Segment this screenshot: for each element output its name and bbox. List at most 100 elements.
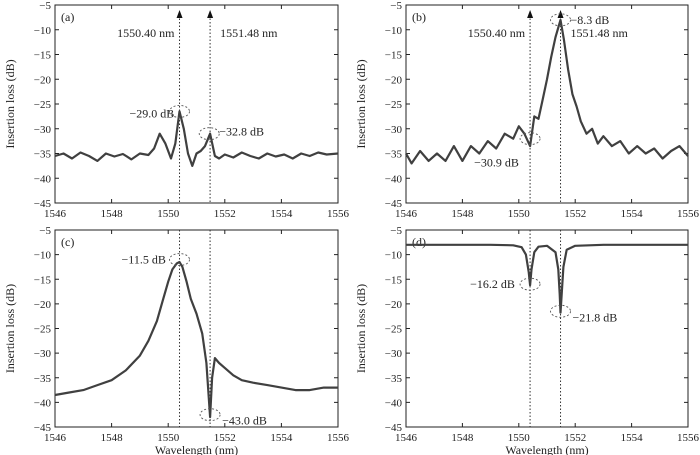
chart-panel-3: 1546 1548 1550 1552 1554 1556 −5 −10 −15 −20 −25 −3… — [3, 225, 350, 455]
chart-panel-2: 1546 1548 1550 1552 1554 1556 −5 −10 −15 −20 −25 −3… — [354, 0, 700, 220]
annotation-label: −21.8 dB — [573, 310, 618, 324]
series-line-1 — [54, 260, 338, 419]
annotation-ellipse — [519, 132, 541, 146]
x-axis-title: Wavelength (nm) — [155, 443, 238, 455]
annotation-ellipse — [169, 253, 190, 266]
x-tick-label: 1546 — [395, 432, 418, 444]
x-tick-label: 1554 — [270, 432, 293, 444]
series-line-1 — [54, 110, 339, 167]
annotation-label: −32.8 dB — [219, 125, 264, 139]
y-tick-label: −20 — [34, 74, 52, 86]
x-tick-label: 1546 — [395, 208, 418, 220]
marker-arrow — [176, 10, 183, 18]
y-tick-label: −30 — [385, 124, 403, 136]
y-tick-label: −25 — [385, 324, 403, 336]
y-tick-label: −15 — [34, 274, 52, 286]
annotation-ellipse — [519, 277, 541, 291]
y-tick-label: −15 — [385, 50, 403, 62]
plot-frame — [54, 4, 339, 204]
plot-frame — [54, 229, 339, 428]
y-tick-label: −45 — [385, 198, 403, 210]
annotation-label: −43.0 dB — [222, 414, 267, 428]
plot-frame — [405, 4, 689, 204]
annotation-ellipse — [199, 408, 221, 422]
annotation-label: −16.2 dB — [470, 277, 515, 291]
x-tick-label: 1556 — [327, 432, 350, 444]
x-tick-label: 1554 — [270, 208, 293, 220]
x-tick-label: 1548 — [451, 208, 474, 220]
x-tick-label: 1554 — [621, 432, 644, 444]
y-tick-label: −20 — [34, 299, 52, 311]
y-axis-title: Insertion loss (dB) — [354, 284, 368, 373]
chart-panel-1: 1546 1548 1550 1552 1554 1556 −5 −10 −15 −20 −25 −3… — [3, 0, 350, 220]
x-tick-label: 1548 — [101, 208, 124, 220]
y-tick-label: −40 — [385, 173, 403, 185]
y-tick-label: −25 — [34, 324, 52, 336]
annotation-label: −29.0 dB — [130, 106, 175, 120]
annotation-label: −30.9 dB — [474, 156, 519, 170]
y-tick-label: −35 — [385, 373, 403, 385]
y-axis-title: Insertion loss (dB) — [354, 59, 368, 148]
marker-label: 1550.40 nm — [468, 26, 526, 40]
annotation-label: −8.3 dB — [571, 13, 610, 27]
x-tick-label: 1556 — [677, 208, 700, 220]
x-tick-label: 1552 — [564, 208, 586, 220]
y-tick-label: −40 — [34, 397, 52, 409]
x-tick-label: 1548 — [101, 432, 124, 444]
marker-arrow — [207, 10, 214, 18]
x-tick-label: 1550 — [508, 432, 531, 444]
x-tick-label: 1552 — [214, 432, 236, 444]
x-tick-label: 1554 — [621, 208, 644, 220]
y-axis-title: Insertion loss (dB) — [3, 284, 17, 373]
y-tick-label: −5 — [390, 225, 402, 237]
x-tick-label: 1548 — [451, 432, 474, 444]
x-tick-label: 1550 — [157, 432, 180, 444]
y-tick-label: −40 — [385, 397, 403, 409]
annotation-ellipse — [550, 304, 571, 318]
marker-arrow — [527, 10, 534, 18]
panel-label: (b) — [412, 10, 426, 24]
y-tick-label: −45 — [34, 422, 52, 434]
panel-label: (d) — [412, 235, 426, 249]
y-axis-title: Insertion loss (dB) — [3, 59, 17, 148]
y-tick-label: −10 — [385, 25, 403, 37]
y-tick-label: −5 — [39, 225, 51, 237]
x-tick-label: 1546 — [44, 208, 67, 220]
marker-label: 1551.48 nm — [571, 26, 629, 40]
x-tick-label: 1556 — [327, 208, 350, 220]
plot-frame — [405, 229, 689, 428]
annotation-label: −11.5 dB — [122, 253, 166, 267]
y-tick-label: −5 — [39, 0, 51, 12]
y-tick-label: −45 — [385, 422, 403, 434]
x-tick-label: 1550 — [157, 208, 180, 220]
series-line-1 — [406, 243, 688, 314]
annotation-ellipse — [550, 13, 571, 27]
y-tick-label: −30 — [34, 124, 52, 136]
x-tick-label: 1550 — [508, 208, 531, 220]
series-line-1 — [405, 18, 689, 165]
y-tick-label: −20 — [385, 299, 403, 311]
y-tick-label: −15 — [385, 274, 403, 286]
y-tick-label: −10 — [34, 250, 52, 262]
y-tick-label: −20 — [385, 74, 403, 86]
y-tick-label: −10 — [34, 25, 52, 37]
x-axis-title: Wavelength (nm) — [505, 443, 588, 455]
y-tick-label: −40 — [34, 173, 52, 185]
y-tick-label: −30 — [385, 348, 403, 360]
y-tick-label: −25 — [34, 99, 52, 111]
annotation-ellipse — [169, 104, 190, 118]
marker-label: 1551.48 nm — [220, 26, 278, 40]
y-tick-label: −35 — [385, 149, 403, 161]
y-tick-label: −15 — [34, 50, 52, 62]
x-tick-label: 1552 — [214, 208, 236, 220]
y-tick-label: −30 — [34, 348, 52, 360]
panel-label: (a) — [61, 10, 74, 24]
panel-label: (c) — [61, 235, 74, 249]
chart-panel-4: 1546 1548 1550 1552 1554 1556 −5 −10 −15 −20 −25 −3… — [354, 225, 700, 455]
marker-label: 1550.40 nm — [117, 26, 175, 40]
y-tick-label: −25 — [385, 99, 403, 111]
x-tick-label: 1546 — [44, 432, 67, 444]
y-tick-label: −35 — [34, 149, 52, 161]
x-tick-label: 1556 — [677, 432, 700, 444]
annotation-ellipse — [198, 127, 220, 141]
